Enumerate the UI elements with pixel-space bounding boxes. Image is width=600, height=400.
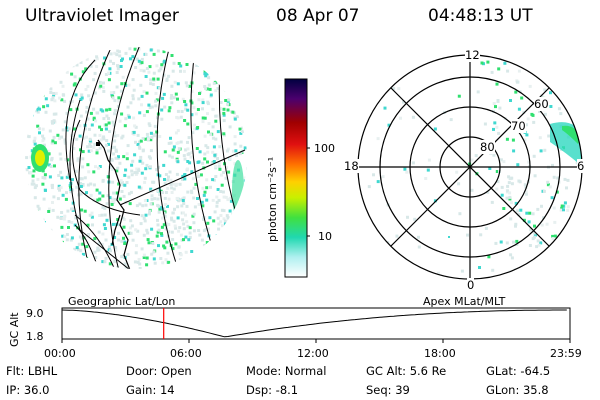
colorbar xyxy=(284,78,310,278)
apex-panel-label: Apex MLat/MLT xyxy=(423,295,506,308)
colorbar-tick-100: 100 xyxy=(314,142,335,155)
colorbar-unit-label: photon cm⁻²s⁻¹ xyxy=(266,156,279,242)
param-seq: Seq: 39 xyxy=(366,383,410,397)
mlat-label-70: 70 xyxy=(511,119,526,133)
mlt-label-6: 6 xyxy=(577,159,585,173)
altitude-axis-label: GC Alt xyxy=(8,312,21,347)
time-tick-0600: 06:00 xyxy=(170,347,202,360)
altitude-plot xyxy=(61,307,571,343)
time-tick-1200: 12:00 xyxy=(297,347,329,360)
geographic-emission-speckles xyxy=(25,47,247,269)
mlat-label-60: 60 xyxy=(534,97,549,111)
param-glat: GLat: -64.5 xyxy=(486,364,551,378)
time-tick-1800: 18:00 xyxy=(424,347,456,360)
geographic-panel-label: Geographic Lat/Lon xyxy=(68,295,176,308)
coastline xyxy=(97,139,131,269)
colorbar-tick-10: 10 xyxy=(318,230,332,243)
param-dsp: Dsp: -8.1 xyxy=(246,383,299,397)
polar-plot xyxy=(357,54,583,280)
param-filter: Flt: LBHL xyxy=(6,364,58,378)
header-time: 04:48:13 UT xyxy=(428,6,533,26)
app-title: Ultraviolet Imager xyxy=(25,6,179,26)
header-date: 08 Apr 07 xyxy=(276,6,360,26)
altitude-tick-max: 9.0 xyxy=(26,307,44,320)
time-tick-2359: 23:59 xyxy=(550,347,582,360)
mlt-label-0: 0 xyxy=(467,278,475,292)
polar-emission-speckles xyxy=(364,55,582,279)
param-glon: GLon: 35.8 xyxy=(486,383,549,397)
altitude-tick-min: 1.8 xyxy=(26,330,44,343)
param-gc-alt: GC Alt: 5.6 Re xyxy=(366,364,447,378)
param-ip: IP: 36.0 xyxy=(6,383,50,397)
mlat-label-80: 80 xyxy=(480,140,495,154)
time-tick-0000: 00:00 xyxy=(44,347,76,360)
geographic-image xyxy=(25,47,247,269)
param-mode: Mode: Normal xyxy=(246,364,327,378)
mlt-label-18: 18 xyxy=(344,159,359,173)
mlt-label-12: 12 xyxy=(465,48,480,62)
param-door: Door: Open xyxy=(126,364,192,378)
altitude-xticks xyxy=(61,339,571,343)
param-gain: Gain: 14 xyxy=(126,383,175,397)
polar-grid xyxy=(357,54,583,280)
altitude-curve xyxy=(61,309,567,338)
